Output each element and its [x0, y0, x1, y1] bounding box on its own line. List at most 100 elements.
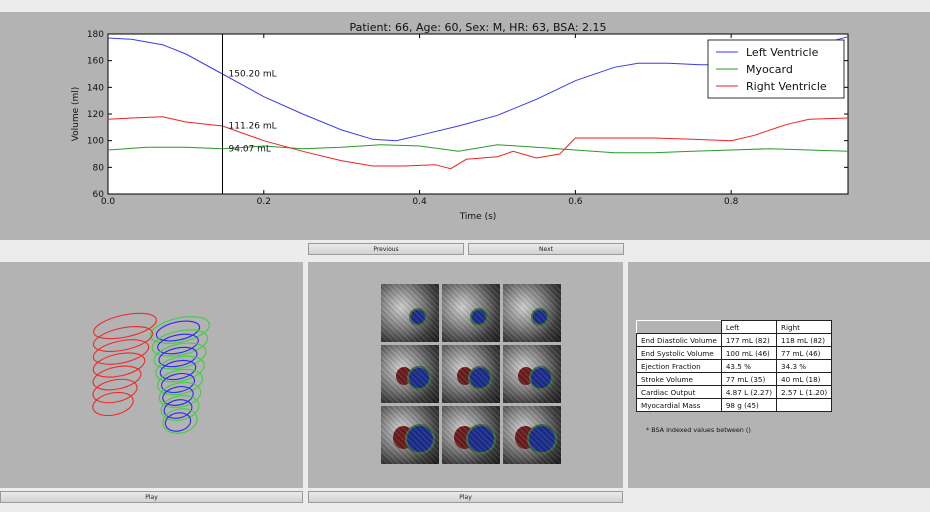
- mri-slice-image: [503, 284, 561, 342]
- image-texture: [503, 345, 561, 403]
- myocardium-contour: [153, 342, 207, 370]
- lv-segmentation: [529, 366, 553, 390]
- mri-slice-image: [503, 345, 561, 403]
- row-label: End Systolic Volume: [636, 346, 722, 360]
- lv-segmentation: [407, 366, 431, 390]
- table-row: End Diastolic Volume 177 mL (82) 118 mL …: [636, 333, 833, 347]
- right-value: 77 mL (46): [776, 346, 833, 360]
- table-row: Ejection Fraction 43.5 % 34.3 %: [636, 359, 833, 373]
- y-tick-label: 120: [87, 110, 104, 120]
- left-value: 43.5 %: [720, 359, 778, 373]
- right-value: [776, 398, 833, 412]
- lv-segmentation: [405, 424, 435, 454]
- bsa-note: * BSA indexed values between (): [646, 426, 751, 434]
- mri-slice-image: [503, 406, 561, 464]
- rv-contour: [93, 312, 157, 340]
- rv-contour: [92, 391, 134, 417]
- y-tick-label: 140: [87, 83, 104, 93]
- y-tick-label: 80: [93, 163, 105, 173]
- left-value: 98 g (45): [720, 398, 778, 412]
- left-value: 100 mL (46): [720, 346, 778, 360]
- rv-contour: [92, 352, 146, 378]
- rv-contour: [92, 365, 142, 391]
- chart-title: Patient: 66, Age: 60, Sex: M, HR: 63, BS…: [349, 21, 606, 34]
- rv-contour: [92, 326, 154, 352]
- rv-contour: [92, 378, 138, 404]
- play-mri-button[interactable]: Play: [308, 491, 623, 503]
- table-header-row: Left Right: [636, 320, 833, 334]
- left-value: 77 mL (35): [720, 372, 778, 386]
- image-texture: [442, 284, 500, 342]
- table-row: Stroke Volume 77 mL (35) 40 mL (18): [636, 372, 833, 386]
- row-label: Myocardial Mass: [636, 398, 722, 412]
- lv-segmentation: [468, 366, 492, 390]
- x-tick-label: 0.4: [412, 197, 427, 207]
- x-tick-label: 0.2: [257, 197, 271, 207]
- mri-slice-image: [442, 284, 500, 342]
- mri-slice-image: [381, 284, 439, 342]
- y-tick-label: 160: [87, 57, 104, 67]
- lv-contour: [157, 333, 199, 355]
- row-label: Cardiac Output: [636, 385, 722, 399]
- table-header-right: Right: [776, 320, 833, 334]
- next-button[interactable]: Next: [468, 243, 624, 255]
- lv-segmentation: [531, 308, 549, 326]
- row-label: Stroke Volume: [636, 372, 722, 386]
- right-value: 118 mL (82): [776, 333, 833, 347]
- 3d-contour-panel[interactable]: [0, 262, 303, 488]
- row-label: Ejection Fraction: [636, 359, 722, 373]
- 3d-contour-view[interactable]: [0, 262, 303, 488]
- play-3d-button[interactable]: Play: [0, 491, 303, 503]
- left-value: 4.87 L (2.27): [720, 385, 778, 399]
- left-value: 177 mL (82): [720, 333, 778, 347]
- table-header-left: Left: [720, 320, 778, 334]
- image-texture: [381, 345, 439, 403]
- mri-slice-image: [442, 406, 500, 464]
- table-row: Cardiac Output 4.87 L (2.27) 2.57 L (1.2…: [636, 385, 833, 399]
- table-row: Myocardial Mass 98 g (45): [636, 398, 833, 412]
- series-line-right-ventricle: [107, 116, 849, 170]
- image-texture: [442, 345, 500, 403]
- lv-segmentation: [409, 308, 427, 326]
- legend-label: Right Ventricle: [746, 80, 827, 93]
- right-value: 34.3 %: [776, 359, 833, 373]
- myocardium-contour: [151, 329, 209, 357]
- lv-contour: [160, 372, 196, 394]
- x-tick-label: 0.8: [724, 197, 739, 207]
- lv-contour: [164, 412, 192, 432]
- x-axis-label: Time (s): [459, 212, 497, 222]
- myocardium-contour: [149, 316, 211, 344]
- image-texture: [381, 406, 439, 464]
- legend-label: Myocard: [746, 63, 793, 76]
- previous-button[interactable]: Previous: [308, 243, 464, 255]
- lv-segmentation: [470, 308, 488, 326]
- table-row: End Systolic Volume 100 mL (46) 77 mL (4…: [636, 346, 833, 360]
- y-tick-label: 60: [93, 190, 105, 200]
- mri-slice-grid: [381, 284, 561, 464]
- myocardium-contour: [157, 368, 203, 396]
- lv-contour: [162, 386, 194, 406]
- image-texture: [442, 406, 500, 464]
- results-table: Left Right End Diastolic Volume 177 mL (…: [636, 320, 833, 412]
- row-label: End Diastolic Volume: [636, 333, 722, 347]
- image-texture: [503, 284, 561, 342]
- series-line-myocard: [107, 144, 849, 154]
- x-tick-label: 0.6: [568, 197, 583, 207]
- myocardium-contour: [158, 381, 202, 409]
- rv-contour: [92, 339, 150, 365]
- lv-contour: [158, 346, 198, 368]
- y-axis-label: Volume (ml): [71, 87, 81, 142]
- image-texture: [381, 284, 439, 342]
- y-tick-label: 100: [87, 137, 104, 147]
- volume-chart: Patient: 66, Age: 60, Sex: M, HR: 63, BS…: [71, 21, 849, 222]
- myocardium-contour: [160, 395, 200, 421]
- x-tick-label: 0.0: [101, 197, 116, 207]
- lv-contour: [155, 320, 201, 342]
- right-value: 2.57 L (1.20): [776, 385, 833, 399]
- volume-chart-panel: Patient: 66, Age: 60, Sex: M, HR: 63, BS…: [0, 12, 930, 240]
- table-header-empty: [636, 320, 722, 334]
- mri-slice-image: [381, 406, 439, 464]
- legend-label: Left Ventricle: [746, 46, 819, 59]
- right-value: 40 mL (18): [776, 372, 833, 386]
- image-texture: [503, 406, 561, 464]
